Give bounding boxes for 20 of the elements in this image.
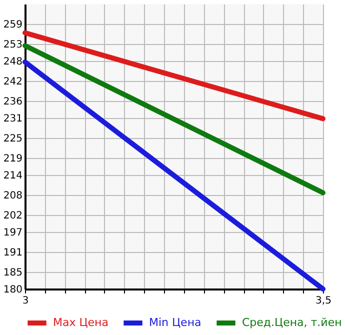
y-tick-label: 225 (3, 134, 22, 145)
y-tick-label: 197 (3, 228, 22, 238)
legend-label: Min Цена (149, 316, 202, 329)
y-tick-label: 231 (3, 114, 22, 124)
x-tick-label: 3,5 (316, 296, 332, 306)
y-tick-label: 185 (3, 268, 22, 279)
y-tick-label: 259 (3, 20, 22, 31)
y-tick-label: 248 (3, 56, 22, 68)
y-tick-label: 208 (3, 190, 22, 202)
x-tick-label: 3 (22, 296, 29, 306)
y-tick-label: 236 (3, 96, 22, 108)
legend-label: Max Цена (53, 316, 108, 329)
legend-label: Сред.Цена, т.йен (242, 316, 342, 329)
y-tick-label: 214 (3, 170, 22, 182)
y-tick-label: 191 (3, 248, 22, 259)
y-tick-label: 253 (3, 40, 22, 51)
y-tick-label: 219 (3, 154, 22, 165)
y-tick-label: 202 (3, 210, 22, 222)
y-tick-label: 242 (3, 76, 22, 88)
y-tick-label: 180 (3, 284, 22, 296)
